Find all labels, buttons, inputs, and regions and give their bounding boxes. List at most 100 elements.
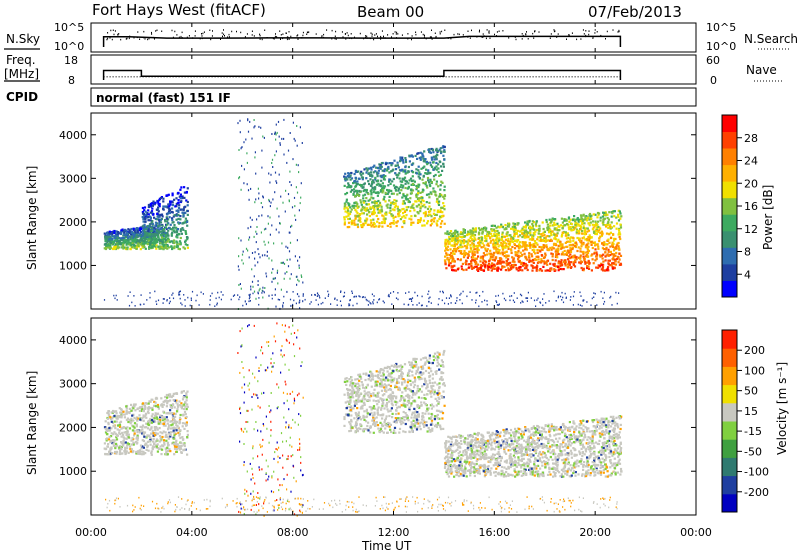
data-cell (478, 239, 482, 242)
data-cell (147, 230, 150, 233)
nsky-point (521, 33, 523, 35)
data-cell (116, 246, 119, 249)
data-cell (537, 258, 540, 261)
data-cell (346, 226, 349, 229)
data-cell (610, 226, 613, 229)
data-cell (526, 264, 529, 267)
ground-cell (316, 295, 318, 297)
nsky-point (288, 31, 290, 33)
data-cell (447, 259, 450, 262)
ground-cell (330, 303, 332, 305)
data-cell (130, 439, 133, 442)
data-cell (480, 228, 483, 231)
data-cell (182, 221, 185, 224)
data-cell (115, 452, 118, 455)
data-cell (560, 247, 563, 250)
data-cell (419, 197, 422, 200)
data-cell (396, 161, 399, 164)
data-cell (130, 230, 133, 233)
sparse-cell (263, 228, 266, 231)
data-cell (176, 408, 179, 411)
data-cell (133, 234, 136, 237)
data-cell (110, 240, 113, 243)
data-cell (166, 223, 169, 226)
data-cell (186, 405, 189, 408)
data-cell (487, 234, 490, 237)
data-cell (125, 409, 128, 412)
data-cell (491, 238, 495, 241)
sparse-cell (258, 289, 260, 292)
data-cell (353, 172, 356, 176)
data-cell (604, 224, 607, 227)
data-cell (364, 200, 367, 203)
data-cell (453, 234, 456, 237)
nsky-point (199, 37, 201, 40)
data-cell (178, 400, 181, 403)
data-cell (528, 225, 531, 228)
nsky-point (430, 36, 432, 38)
data-cell (175, 401, 178, 404)
data-cell (451, 265, 454, 268)
data-cell (411, 189, 415, 192)
data-cell (167, 234, 170, 237)
data-cell (490, 224, 493, 227)
data-cell (107, 413, 110, 416)
data-cell (549, 228, 552, 231)
data-cell (150, 234, 153, 237)
nsky-point (321, 35, 323, 37)
data-cell (411, 182, 415, 186)
data-cell (343, 223, 346, 226)
sparse-cell (257, 261, 259, 264)
data-cell (380, 165, 383, 168)
data-cell (374, 187, 377, 191)
sparse-cell (274, 277, 276, 280)
data-cell (147, 402, 150, 405)
data-cell (424, 181, 427, 184)
nsky-point (502, 30, 504, 32)
nsky-point (605, 38, 606, 40)
data-cell (550, 268, 553, 271)
data-cell (362, 212, 365, 215)
data-cell (343, 184, 346, 187)
nave-label: Nave (746, 63, 777, 77)
data-cell (450, 251, 453, 254)
ground-cell (438, 298, 440, 300)
data-cell (542, 246, 546, 249)
data-cell (130, 418, 133, 422)
nsky-point (471, 29, 472, 32)
data-cell (550, 248, 553, 251)
data-cell (441, 206, 444, 209)
data-cell (159, 221, 163, 224)
nsky-point (441, 30, 443, 33)
data-cell (576, 229, 579, 232)
sparse-cell (281, 242, 283, 245)
data-cell (158, 222, 161, 225)
data-cell (429, 161, 432, 164)
data-cell (501, 266, 504, 269)
data-cell (399, 160, 402, 163)
data-cell (147, 203, 150, 207)
data-cell (593, 252, 596, 255)
data-cell (184, 211, 187, 214)
ground-cell (581, 305, 583, 307)
ground-cell (271, 297, 273, 300)
sparse-cell (284, 272, 286, 275)
data-cell (617, 245, 620, 248)
sparse-cell (272, 198, 274, 201)
sparse-cell (278, 215, 280, 218)
ground-cell (211, 292, 213, 295)
nsky-point (186, 36, 188, 39)
ground-cell (548, 300, 550, 302)
nsky-point (302, 31, 304, 34)
data-cell (507, 263, 510, 266)
data-cell (568, 250, 571, 253)
data-cell (563, 259, 566, 262)
nsky-point (594, 32, 596, 34)
data-cell (439, 209, 442, 212)
data-cell (518, 234, 522, 237)
sparse-cell (258, 197, 260, 200)
data-cell (461, 245, 464, 248)
data-cell (419, 173, 422, 176)
data-cell (540, 248, 543, 251)
data-cell (402, 178, 406, 181)
